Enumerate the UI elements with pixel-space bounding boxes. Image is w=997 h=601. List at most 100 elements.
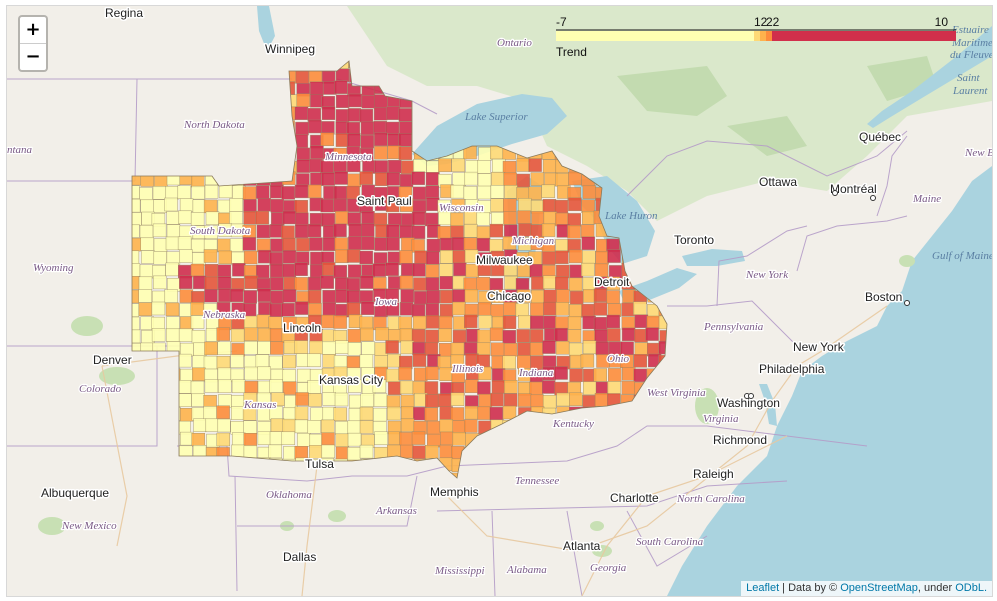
county-cell[interactable]: [361, 367, 375, 381]
county-cell[interactable]: [346, 302, 361, 316]
county-cell[interactable]: [477, 173, 492, 187]
county-cell[interactable]: [569, 304, 583, 318]
county-cell[interactable]: [478, 393, 493, 408]
county-cell[interactable]: [179, 198, 194, 212]
county-cell[interactable]: [359, 444, 374, 459]
county-cell[interactable]: [607, 328, 621, 342]
county-cell[interactable]: [374, 355, 388, 369]
county-cell[interactable]: [411, 211, 426, 226]
county-cell[interactable]: [244, 327, 258, 341]
county-cell[interactable]: [255, 354, 270, 368]
county-cell[interactable]: [256, 224, 271, 239]
county-cell[interactable]: [297, 368, 311, 383]
county-cell[interactable]: [296, 237, 310, 252]
county-cell[interactable]: [595, 381, 610, 396]
county-cell[interactable]: [530, 172, 545, 186]
county-cell[interactable]: [478, 302, 492, 316]
county-cell[interactable]: [375, 327, 389, 341]
county-cell[interactable]: [606, 290, 620, 304]
county-cell[interactable]: [555, 173, 569, 187]
county-cell[interactable]: [541, 223, 556, 237]
county-cell[interactable]: [295, 392, 309, 406]
county-cell[interactable]: [464, 342, 478, 356]
county-cell[interactable]: [308, 276, 322, 291]
county-cell[interactable]: [359, 290, 374, 304]
county-cell[interactable]: [569, 392, 583, 406]
county-cell[interactable]: [335, 277, 349, 291]
county-cell[interactable]: [347, 132, 361, 147]
county-cell[interactable]: [452, 420, 466, 434]
county-cell[interactable]: [203, 199, 218, 214]
county-cell[interactable]: [529, 381, 543, 396]
county-cell[interactable]: [217, 199, 232, 214]
county-cell[interactable]: [373, 393, 388, 407]
county-cell[interactable]: [386, 237, 400, 251]
county-cell[interactable]: [504, 184, 518, 199]
county-cell[interactable]: [320, 132, 334, 147]
county-cell[interactable]: [231, 432, 246, 446]
county-cell[interactable]: [440, 290, 454, 304]
county-cell[interactable]: [270, 418, 285, 432]
county-cell[interactable]: [151, 316, 165, 331]
county-cell[interactable]: [153, 251, 167, 265]
county-cell[interactable]: [399, 121, 413, 135]
county-cell[interactable]: [517, 342, 531, 356]
county-cell[interactable]: [257, 288, 272, 302]
county-cell[interactable]: [320, 275, 334, 289]
county-cell[interactable]: [543, 289, 557, 303]
county-cell[interactable]: [360, 134, 374, 149]
county-cell[interactable]: [256, 264, 270, 279]
county-cell[interactable]: [268, 444, 282, 459]
county-cell[interactable]: [141, 250, 155, 264]
county-cell[interactable]: [464, 419, 478, 433]
county-cell[interactable]: [580, 224, 595, 238]
county-cell[interactable]: [593, 288, 608, 302]
county-cell[interactable]: [307, 353, 321, 367]
county-cell[interactable]: [218, 250, 232, 265]
county-cell[interactable]: [167, 278, 181, 292]
county-cell[interactable]: [440, 237, 454, 252]
county-cell[interactable]: [375, 172, 389, 186]
county-cell[interactable]: [321, 106, 336, 120]
county-cell[interactable]: [270, 341, 284, 355]
county-cell[interactable]: [633, 368, 647, 383]
county-cell[interactable]: [438, 315, 453, 330]
county-cell[interactable]: [320, 198, 334, 213]
county-cell[interactable]: [294, 184, 309, 199]
county-cell[interactable]: [243, 433, 258, 447]
county-cell[interactable]: [477, 262, 492, 276]
county-cell[interactable]: [204, 379, 219, 393]
county-cell[interactable]: [503, 302, 517, 316]
county-cell[interactable]: [386, 172, 400, 186]
county-cell[interactable]: [593, 317, 608, 331]
county-cell[interactable]: [333, 186, 348, 200]
county-cell[interactable]: [425, 172, 440, 186]
county-cell[interactable]: [594, 329, 608, 343]
county-cell[interactable]: [242, 237, 257, 251]
county-cell[interactable]: [294, 340, 308, 354]
county-cell[interactable]: [387, 353, 401, 368]
county-cell[interactable]: [270, 277, 284, 291]
county-cell[interactable]: [489, 406, 504, 421]
county-cell[interactable]: [139, 224, 154, 239]
county-cell[interactable]: [281, 431, 295, 445]
county-cell[interactable]: [127, 198, 141, 213]
county-cell[interactable]: [178, 328, 193, 342]
county-cell[interactable]: [257, 198, 272, 212]
county-cell[interactable]: [257, 249, 272, 264]
county-cell[interactable]: [399, 432, 413, 446]
county-cell[interactable]: [333, 366, 348, 381]
county-cell[interactable]: [321, 444, 335, 459]
county-cell[interactable]: [296, 147, 311, 162]
county-cell[interactable]: [489, 327, 504, 342]
county-cell[interactable]: [256, 314, 271, 328]
county-cell[interactable]: [531, 289, 545, 304]
county-cell[interactable]: [204, 341, 218, 356]
county-cell[interactable]: [541, 184, 555, 198]
county-cell[interactable]: [217, 238, 231, 253]
county-cell[interactable]: [308, 119, 322, 134]
county-cell[interactable]: [257, 392, 271, 407]
county-cell[interactable]: [425, 264, 440, 278]
county-cell[interactable]: [178, 210, 192, 224]
county-cell[interactable]: [218, 394, 232, 408]
